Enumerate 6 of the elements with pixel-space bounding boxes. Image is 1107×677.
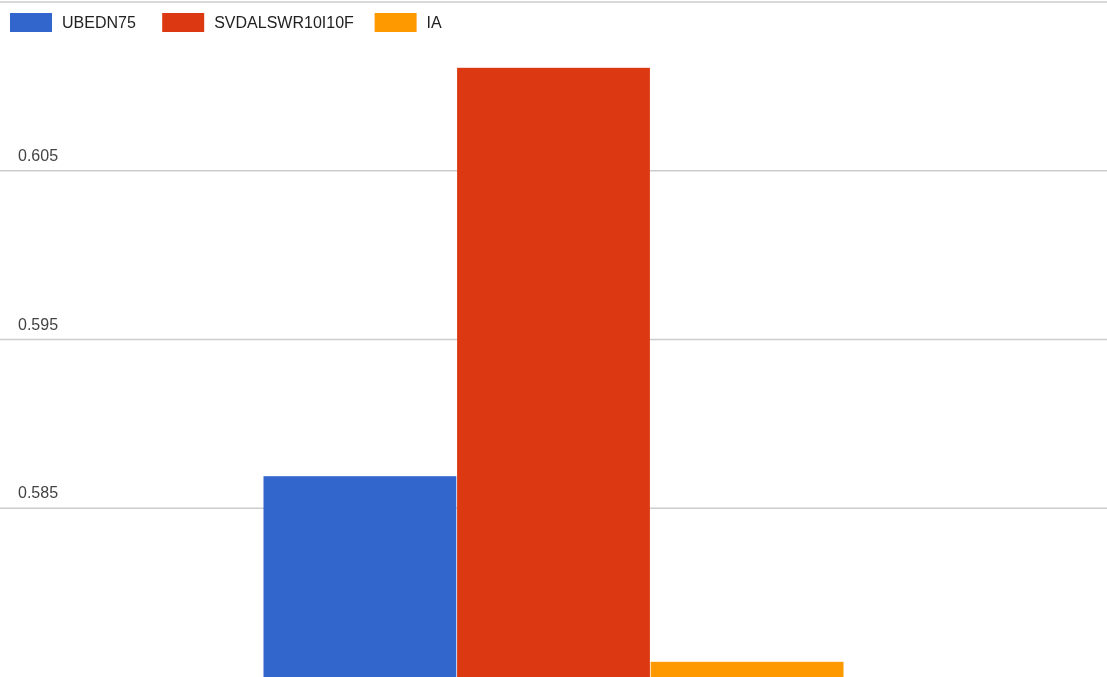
legend-label: UBEDN75 [62,14,136,31]
y-tick-label: 0.585 [18,484,59,502]
legend-label: IA [426,14,443,31]
y-tick-label: 0.605 [18,146,59,164]
legend-label: SVDALSWR10I10F [214,14,355,31]
y-tick-label: 0.595 [18,315,59,333]
